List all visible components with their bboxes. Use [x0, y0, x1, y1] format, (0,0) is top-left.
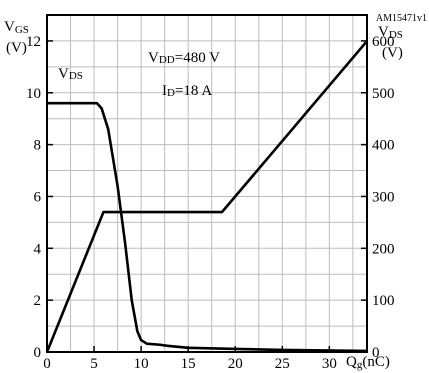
vds-series-label: VDS	[58, 66, 83, 82]
y-right-tick-label: 200	[372, 241, 395, 257]
y-left-tick-label: 0	[34, 345, 42, 361]
y-left-label: VGS	[4, 19, 29, 36]
series-layer	[45, 41, 368, 353]
x-tick-label: 0	[43, 356, 51, 372]
y-left-tick-label: 8	[34, 138, 42, 154]
y-right-tick-label: 0	[372, 345, 380, 361]
y-right-tick-label: 400	[372, 138, 395, 154]
grid	[47, 15, 367, 352]
y-right-label: VDS	[378, 24, 403, 41]
x-tick-label: 5	[90, 356, 98, 372]
x-tick-label: 15	[181, 356, 196, 372]
y-left-tick-label: 10	[26, 86, 41, 102]
vgs-curve	[45, 41, 368, 353]
id-annotation: ID=18 A	[162, 83, 212, 99]
y-right-tick-label: 300	[372, 189, 395, 205]
x-tick-label: 10	[134, 356, 149, 372]
y-left-unit: (V)	[6, 40, 27, 56]
vdd-annotation: VDD=480 V	[148, 50, 220, 66]
y-left-tick-label: 4	[34, 241, 42, 257]
y-right-unit: (V)	[382, 45, 403, 61]
x-tick-label: 30	[322, 356, 337, 372]
x-tick-label: 25	[275, 356, 290, 372]
y-left-tick-label: 12	[26, 34, 41, 50]
y-left-tick-label: 2	[34, 293, 42, 309]
y-left-tick-label: 6	[34, 189, 42, 205]
y-right-tick-label: 100	[372, 293, 395, 309]
y-right-tick-label: 600	[372, 34, 395, 50]
chart-id: AM15471v1	[376, 13, 427, 24]
x-tick-label: 20	[228, 356, 243, 372]
y-right-tick-label: 500	[372, 86, 395, 102]
x-axis-label: Qg(nC)	[346, 354, 390, 371]
plot-frame	[46, 14, 368, 353]
vds-curve	[47, 101, 367, 353]
